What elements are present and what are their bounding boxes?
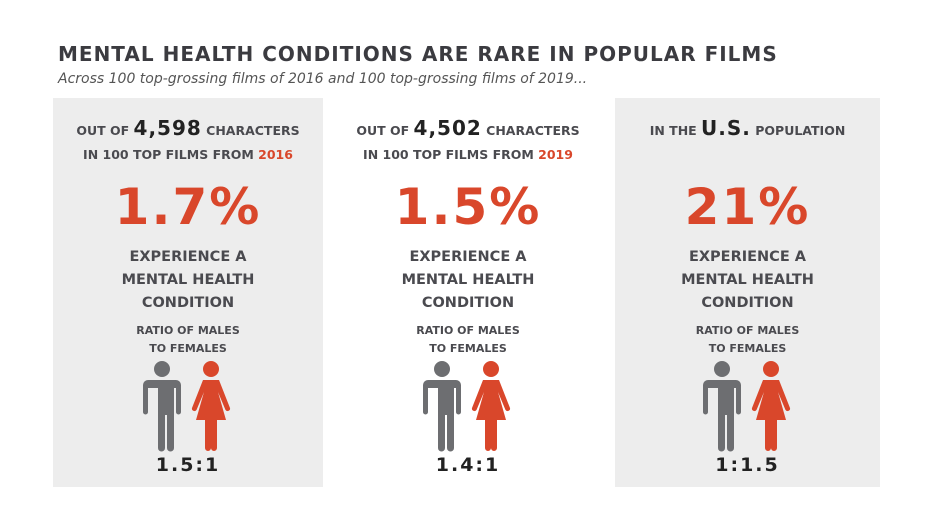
ratio-value: 1:1.5: [715, 454, 780, 476]
panel-header: OUT OF 4,502 CHARACTERS IN 100 TOP FILMS…: [333, 116, 603, 167]
header-number: 4,598: [133, 116, 202, 140]
header-year: 2019: [538, 147, 573, 162]
header-line2: IN 100 TOP FILMS FROM: [363, 147, 539, 162]
header-suffix: POPULATION: [750, 123, 846, 138]
header-prefix: OUT OF: [76, 123, 134, 138]
experience-label: EXPERIENCE A MENTAL HEALTH CONDITION: [681, 249, 814, 311]
ratio-value: 1.5:1: [155, 454, 221, 476]
header-number: U.S.: [701, 116, 751, 140]
experience-label: EXPERIENCE A MENTAL HEALTH CONDITION: [401, 249, 535, 311]
percent-value: 1.5%: [394, 178, 542, 236]
panel-header: IN THE U.S. POPULATION: [615, 116, 880, 143]
gender-figures: [615, 360, 880, 452]
stat-panel: OUT OF 4,598 CHARACTERS IN 100 TOP FILMS…: [53, 98, 323, 487]
header-prefix: OUT OF: [356, 123, 414, 138]
male-figure-icon: [702, 361, 741, 452]
stat-panel: OUT OF 4,502 CHARACTERS IN 100 TOP FILMS…: [333, 98, 603, 487]
ratio-label: RATIO OF MALES TO FEMALES: [416, 324, 520, 355]
panel-header: OUT OF 4,598 CHARACTERS IN 100 TOP FILMS…: [53, 116, 323, 167]
ratio-label: RATIO OF MALES TO FEMALES: [695, 324, 800, 355]
experience-label: EXPERIENCE A MENTAL HEALTH CONDITION: [121, 249, 255, 311]
female-figure-icon: [191, 361, 231, 451]
header-number: 4,502: [413, 116, 482, 140]
header-suffix: CHARACTERS: [481, 123, 580, 138]
stat-panel: IN THE U.S. POPULATION 21% EXPERIENCE A …: [615, 98, 880, 487]
ratio-label: RATIO OF MALES TO FEMALES: [136, 324, 240, 355]
percent-value: 21%: [684, 178, 811, 236]
header-suffix: CHARACTERS: [201, 123, 300, 138]
gender-figures: [53, 360, 323, 452]
female-figure-icon: [471, 361, 511, 451]
male-figure-icon: [143, 361, 181, 452]
ratio-value: 1.4:1: [435, 454, 501, 476]
infographic-title: MENTAL HEALTH CONDITIONS ARE RARE IN POP…: [58, 42, 778, 66]
header-line2: IN 100 TOP FILMS FROM: [83, 147, 259, 162]
gender-figures: [333, 360, 603, 452]
header-year: 2016: [258, 147, 293, 162]
male-figure-icon: [423, 361, 461, 452]
infographic-subtitle: Across 100 top-grossing films of 2016 an…: [58, 71, 588, 87]
female-figure-icon: [751, 361, 790, 451]
percent-value: 1.7%: [114, 178, 262, 236]
header-prefix: IN THE: [649, 123, 702, 138]
